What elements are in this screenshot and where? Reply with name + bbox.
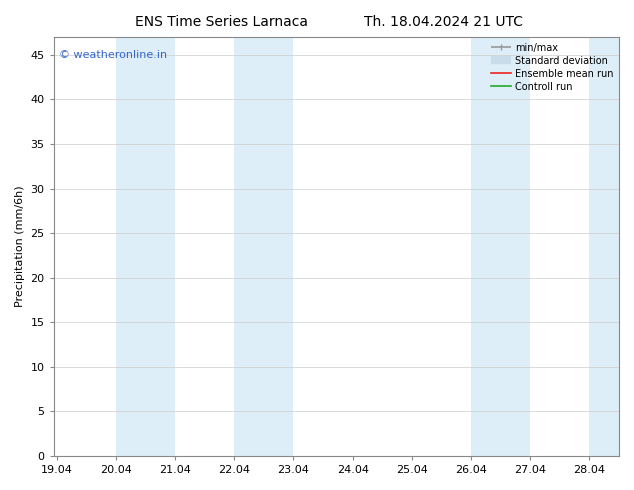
Bar bbox=[471, 37, 530, 456]
Text: ENS Time Series Larnaca: ENS Time Series Larnaca bbox=[136, 15, 308, 29]
Y-axis label: Precipitation (mm/6h): Precipitation (mm/6h) bbox=[15, 186, 25, 307]
Bar bbox=[116, 37, 175, 456]
Text: Th. 18.04.2024 21 UTC: Th. 18.04.2024 21 UTC bbox=[365, 15, 523, 29]
Bar bbox=[234, 37, 294, 456]
Text: © weatheronline.in: © weatheronline.in bbox=[60, 49, 167, 60]
Bar bbox=[590, 37, 619, 456]
Legend: min/max, Standard deviation, Ensemble mean run, Controll run: min/max, Standard deviation, Ensemble me… bbox=[488, 39, 617, 96]
